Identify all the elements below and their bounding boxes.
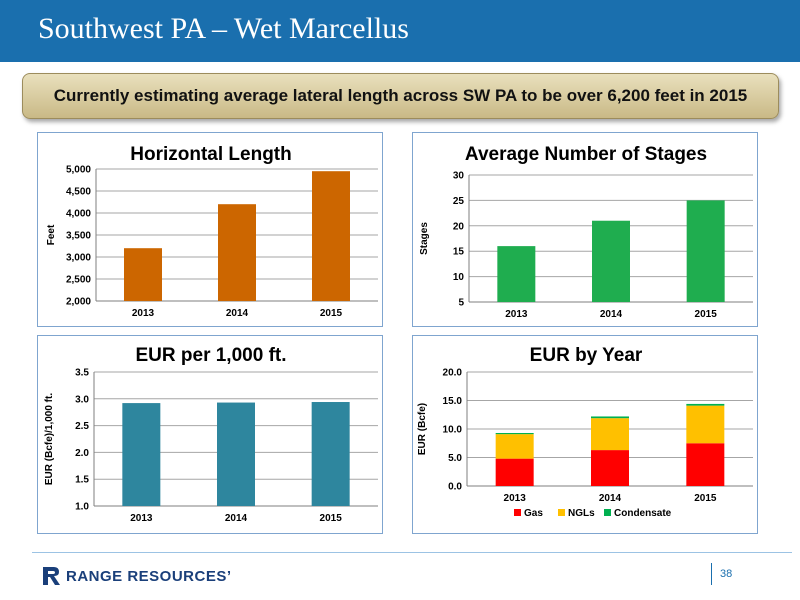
average-stages-panel: Average Number of Stages 5 10 15 20 25 30 Stage… [412, 132, 758, 327]
y-tick-label: 10 [453, 272, 465, 283]
y-tick-label: 4,000 [66, 209, 91, 220]
y-tick-label: 15.0 [443, 396, 463, 407]
y-axis-label: EUR (Bcfe)/1,000 ft. [44, 393, 55, 485]
banner-text: Currently estimating average lateral len… [53, 86, 748, 105]
legend-swatch-gas [514, 509, 521, 516]
y-axis-label: Stages [419, 222, 430, 255]
bar-condensate-2014 [591, 416, 629, 419]
y-tick-label: 2,500 [66, 275, 91, 286]
chart-title: Horizontal Length [130, 144, 291, 165]
y-tick-label: 3.0 [75, 394, 89, 405]
x-tick-label: 2014 [226, 308, 249, 319]
bar-2014 [217, 402, 255, 506]
y-tick-label: 0.0 [448, 482, 462, 493]
y-tick-label: 3.5 [75, 368, 89, 379]
bar-gas-2015 [686, 443, 725, 486]
y-axis-label: Feet [46, 224, 57, 245]
range-resources-logo-icon [43, 567, 60, 585]
x-tick-label: 2013 [504, 493, 527, 504]
legend-label-condensate: Condensate [614, 508, 672, 519]
bar-condensate-2013 [495, 432, 534, 435]
eur-by-year-panel: EUR by Year 0.0 5.0 10.0 15.0 20.0 EUR (Bcfe) 2… [412, 335, 758, 534]
x-tick-label: 2015 [694, 493, 717, 504]
bar-gas-2013 [495, 458, 534, 486]
legend-label-ngls: NGLs [568, 508, 595, 519]
bar-2014 [592, 220, 630, 302]
x-tick-label: 2015 [320, 308, 343, 319]
y-tick-label: 2.0 [75, 448, 89, 459]
footer-divider [32, 552, 792, 553]
y-tick-label: 3,500 [66, 231, 91, 242]
eur-per-1000ft-chart: EUR per 1,000 ft. 1.0 1.5 2.0 2.5 3.0 3.5 EUR (… [44, 345, 378, 524]
y-tick-label: 5,000 [66, 165, 91, 176]
y-tick-label: 20.0 [443, 368, 463, 379]
bar-ngls-2014 [591, 418, 629, 451]
bar-gas-2014 [591, 450, 629, 486]
horizontal-length-panel: Horizontal Length 2,000 2,500 3,000 3,500 4,0… [37, 132, 383, 327]
page-number-separator [711, 563, 712, 585]
y-tick-label: 1.0 [75, 502, 89, 513]
page-title: Southwest PA – Wet Marcellus [38, 12, 409, 45]
y-tick-label: 10.0 [443, 425, 463, 436]
eur-per-1000ft-panel: EUR per 1,000 ft. 1.0 1.5 2.0 2.5 3.0 3.5 EUR (… [37, 335, 383, 534]
y-tick-label: 15 [453, 247, 465, 258]
eur-by-year-chart: EUR by Year 0.0 5.0 10.0 15.0 20.0 EUR (Bcfe) 2… [417, 345, 753, 519]
bar-ngls-2013 [495, 434, 534, 459]
x-tick-label: 2013 [130, 513, 153, 524]
horizontal-length-chart: Horizontal Length 2,000 2,500 3,000 3,500 4,0… [46, 144, 378, 319]
chart-title: Average Number of Stages [465, 144, 707, 165]
chart-title: EUR per 1,000 ft. [136, 345, 287, 366]
bar-2013 [122, 403, 161, 506]
bar-ngls-2015 [686, 405, 725, 444]
x-tick-label: 2015 [695, 309, 718, 320]
y-tick-label: 1.5 [75, 475, 89, 486]
x-tick-label: 2013 [505, 309, 528, 320]
x-tick-label: 2014 [225, 513, 248, 524]
y-tick-label: 20 [453, 221, 465, 232]
header-bar: Southwest PA – Wet Marcellus [0, 0, 800, 62]
y-tick-label: 5 [458, 298, 464, 309]
page-number: 38 [720, 568, 733, 580]
y-tick-label: 25 [453, 196, 465, 207]
company-logo-text: RANGE RESOURCES’ [66, 568, 232, 585]
bar-2015 [686, 200, 725, 302]
y-tick-label: 3,000 [66, 253, 91, 264]
chart-title: EUR by Year [530, 345, 643, 366]
bar-2015 [311, 402, 350, 506]
legend-swatch-condensate [604, 509, 611, 516]
y-tick-label: 4,500 [66, 187, 91, 198]
y-tick-label: 2.5 [75, 421, 89, 432]
x-tick-label: 2014 [600, 309, 623, 320]
y-tick-label: 30 [453, 171, 465, 182]
bar-2013 [497, 246, 536, 302]
y-axis-label: EUR (Bcfe) [417, 403, 428, 455]
x-tick-label: 2015 [320, 513, 343, 524]
summary-banner: Currently estimating average lateral len… [22, 73, 779, 119]
legend-label-gas: Gas [524, 508, 543, 519]
bar-2015 [312, 171, 350, 301]
bar-condensate-2015 [686, 403, 725, 406]
bar-2014 [218, 204, 256, 301]
y-tick-label: 5.0 [448, 453, 462, 464]
y-tick-label: 2,000 [66, 297, 91, 308]
x-tick-label: 2014 [599, 493, 622, 504]
average-stages-chart: Average Number of Stages 5 10 15 20 25 30 Stage… [419, 144, 753, 320]
x-tick-label: 2013 [132, 308, 155, 319]
bar-2013 [124, 248, 162, 301]
legend-swatch-ngls [558, 509, 565, 516]
